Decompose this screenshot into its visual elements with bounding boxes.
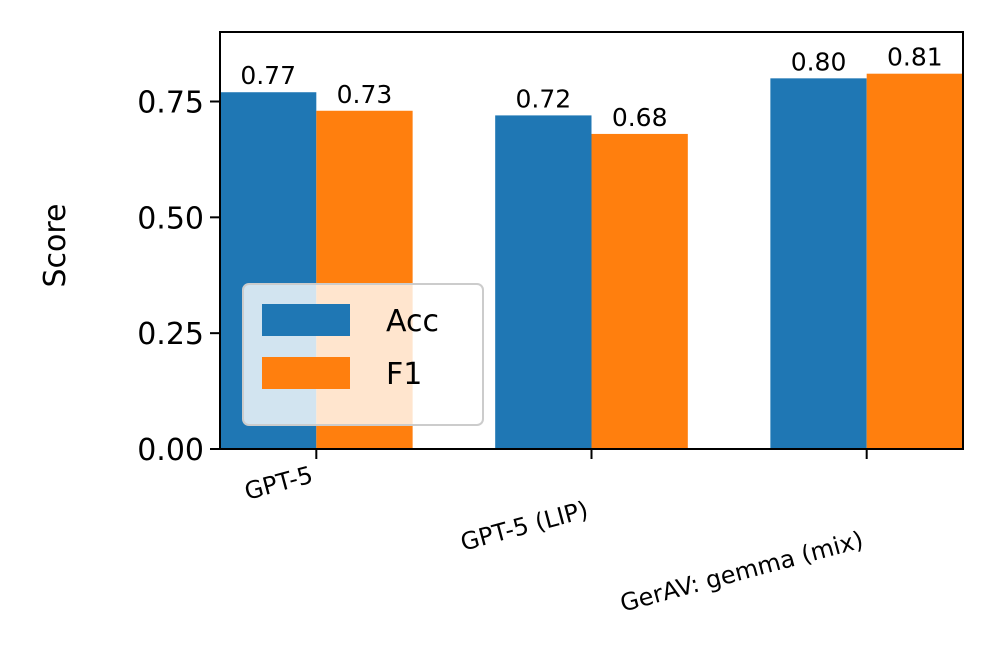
plot-frame — [219, 31, 964, 450]
y-tick-label: 0.50 — [137, 201, 204, 236]
y-tick-label: 0.25 — [137, 317, 204, 352]
y-tick-label: 0.00 — [137, 433, 204, 468]
data-label-acc-2: 0.80 — [791, 47, 847, 76]
data-label-f1-1: 0.68 — [612, 103, 668, 132]
x-tick-label: GerAV: gemma (mix) — [617, 526, 866, 618]
data-labels-layer: 0.77 0.73 0.72 0.68 0.80 0.81 — [240, 43, 942, 132]
legend-swatch-acc — [262, 304, 350, 336]
legend-label-acc: Acc — [386, 304, 439, 339]
bar-f1-2 — [866, 73, 963, 449]
y-tick-label: 0.75 — [137, 86, 204, 121]
y-axis-label: Score — [38, 203, 73, 287]
x-axis: GPT-5 GPT-5 (LIP) GerAV: gemma (mix) — [242, 449, 868, 618]
legend: Acc F1 — [242, 283, 484, 426]
bar-acc-2 — [770, 78, 867, 449]
legend-label-f1: F1 — [386, 357, 422, 392]
bar-acc-1 — [495, 115, 592, 450]
data-label-acc-0: 0.77 — [240, 61, 296, 90]
bars-layer — [220, 73, 963, 450]
data-label-f1-2: 0.81 — [887, 43, 943, 72]
x-tick-label: GPT-5 (LIP) — [458, 496, 592, 557]
y-axis: 0.00 0.25 0.50 0.75 — [137, 86, 220, 468]
data-label-f1-0: 0.73 — [337, 80, 393, 109]
data-label-acc-1: 0.72 — [516, 84, 572, 113]
x-tick-label: GPT-5 — [242, 461, 316, 506]
legend-swatch-f1 — [262, 357, 350, 389]
bar-f1-1 — [591, 133, 688, 449]
